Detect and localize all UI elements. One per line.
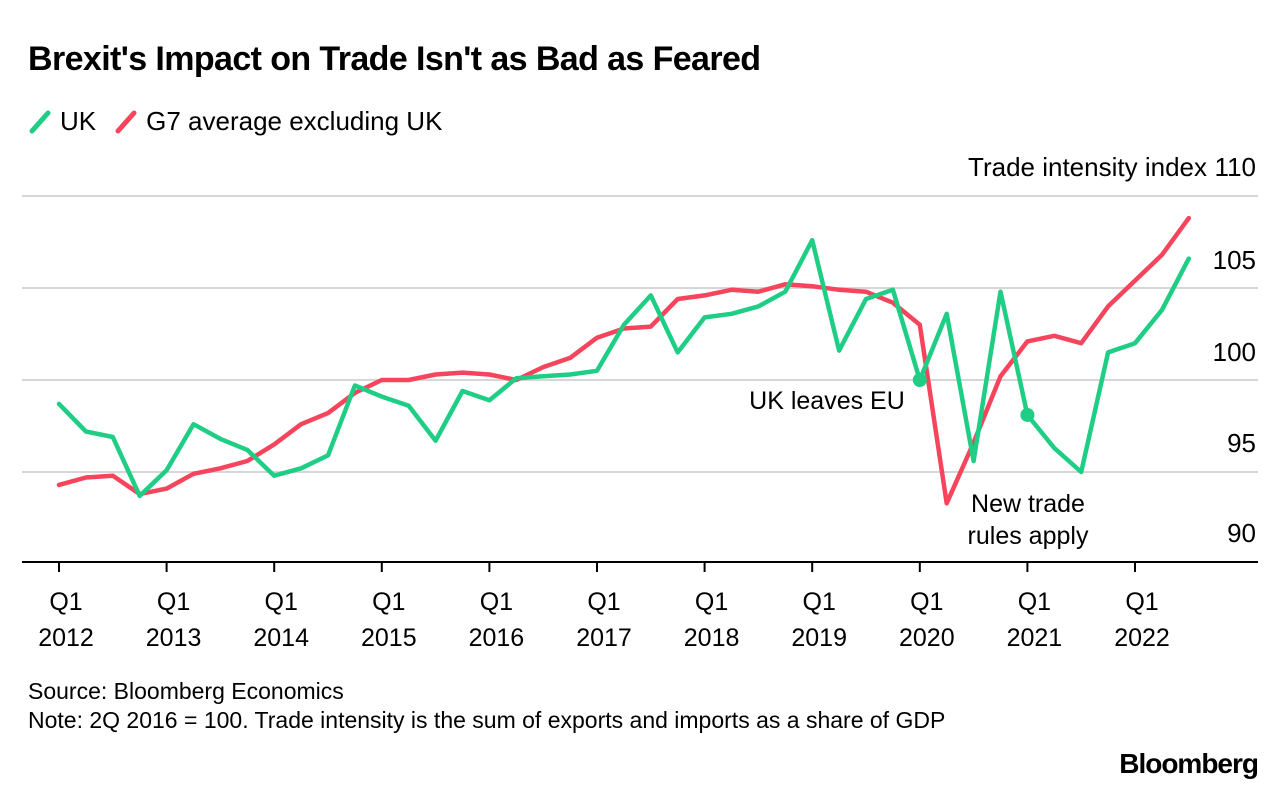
x-tick-label-year-2015: 2015 — [361, 624, 417, 652]
y-tick-label-90: 90 — [1227, 518, 1256, 548]
x-tick-label-q1-2014: Q1 — [265, 588, 298, 616]
y-tick-label-100: 100 — [1213, 337, 1256, 367]
annotation-label-new-trade-rules-line2: rules apply — [968, 522, 1089, 550]
x-tick-label-q1-2013: Q1 — [157, 588, 190, 616]
x-tick-label-year-2021: 2021 — [1007, 624, 1063, 652]
footer: Source: Bloomberg Economics Note: 2Q 201… — [28, 677, 1068, 735]
annotation-label-new-trade-rules-line1: New trade — [971, 490, 1085, 518]
annotation-dot-new-trade-rules — [1020, 407, 1035, 422]
x-tick-label-year-2020: 2020 — [899, 624, 955, 652]
line-chart: 90 95 100 105 110 Trade intensity index Q1 2012… — [22, 152, 1258, 652]
x-tick-label-q1-2012: Q1 — [49, 588, 82, 616]
y-axis-title: Trade intensity index — [968, 152, 1207, 182]
y-tick-label-95: 95 — [1227, 428, 1256, 458]
x-tick-label-year-2016: 2016 — [469, 624, 525, 652]
x-tick-label-q1-2020: Q1 — [910, 588, 943, 616]
x-tick-label-year-2019: 2019 — [791, 624, 847, 652]
x-tick-label-q1-2015: Q1 — [372, 588, 405, 616]
x-tick-label-q1-2017: Q1 — [587, 588, 620, 616]
series-line-g7 — [56, 215, 1192, 506]
legend-swatch-g7 — [115, 110, 137, 133]
chart-title: Brexit's Impact on Trade Isn't as Bad as… — [28, 40, 761, 78]
legend-swatch-uk — [29, 110, 51, 133]
annotation-label-uk-leaves-eu: UK leaves EU — [749, 387, 905, 415]
x-tick-label-q1-2022: Q1 — [1125, 588, 1158, 616]
x-tick-label-q1-2019: Q1 — [803, 588, 836, 616]
x-tick-label-year-2022: 2022 — [1114, 624, 1170, 652]
x-tick-label-year-2013: 2013 — [146, 624, 202, 652]
legend: UK G7 average excluding UK — [28, 106, 460, 137]
x-tick-label-year-2017: 2017 — [576, 624, 632, 652]
x-tick-label-q1-2021: Q1 — [1018, 588, 1051, 616]
legend-item-uk: UK — [28, 106, 96, 137]
x-tick-label-year-2018: 2018 — [684, 624, 740, 652]
x-tick-label-q1-2016: Q1 — [480, 588, 513, 616]
y-tick-label-105: 105 — [1213, 245, 1256, 275]
legend-label-g7: G7 average excluding UK — [146, 106, 443, 136]
legend-label-uk: UK — [60, 106, 97, 136]
source-note: Source: Bloomberg Economics — [28, 678, 344, 704]
x-tick-label-year-2014: 2014 — [253, 624, 309, 652]
y-tick-label-110: 110 — [1215, 152, 1256, 182]
bloomberg-logo: Bloomberg — [1119, 748, 1259, 779]
annotation-dot-uk-leaves-eu — [912, 373, 927, 387]
legend-item-g7: G7 average excluding UK — [114, 106, 442, 137]
x-tick-label-q1-2018: Q1 — [695, 588, 728, 616]
series-line-uk — [56, 237, 1192, 499]
x-tick-label-year-2012: 2012 — [38, 624, 94, 652]
methodology-note: Note: 2Q 2016 = 100. Trade intensity is … — [28, 707, 946, 733]
